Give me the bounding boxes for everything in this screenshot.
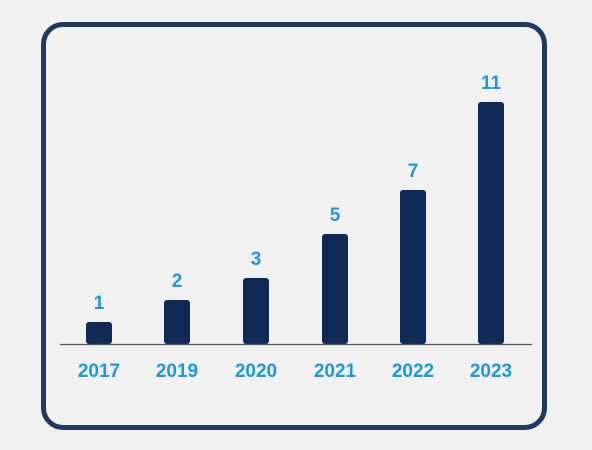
tick-label-2021: 2021 xyxy=(314,361,357,382)
bar-2022 xyxy=(400,190,426,344)
bar-2020 xyxy=(243,278,269,344)
tick-label-2017: 2017 xyxy=(78,361,120,382)
tick-labels-group: 2017 2019 2020 2021 2022 2023 xyxy=(78,361,512,382)
bar-2021 xyxy=(322,234,348,344)
bar-2023 xyxy=(478,102,504,344)
value-labels-group: 1 2 3 5 7 11 xyxy=(94,73,502,314)
value-label-2022: 7 xyxy=(408,161,419,182)
tick-label-2022: 2022 xyxy=(392,361,434,382)
tick-label-2023: 2023 xyxy=(470,361,512,382)
chart-frame xyxy=(41,22,547,430)
value-label-2020: 3 xyxy=(251,249,262,270)
tick-label-2020: 2020 xyxy=(235,361,277,382)
value-label-2023: 11 xyxy=(481,73,502,94)
value-label-2021: 5 xyxy=(330,205,341,226)
bars-group xyxy=(86,102,504,344)
bar-2017 xyxy=(86,322,112,344)
bar-2019 xyxy=(164,300,190,344)
value-label-2017: 1 xyxy=(94,293,105,314)
value-label-2019: 2 xyxy=(172,271,183,292)
tick-label-2019: 2019 xyxy=(156,361,198,382)
